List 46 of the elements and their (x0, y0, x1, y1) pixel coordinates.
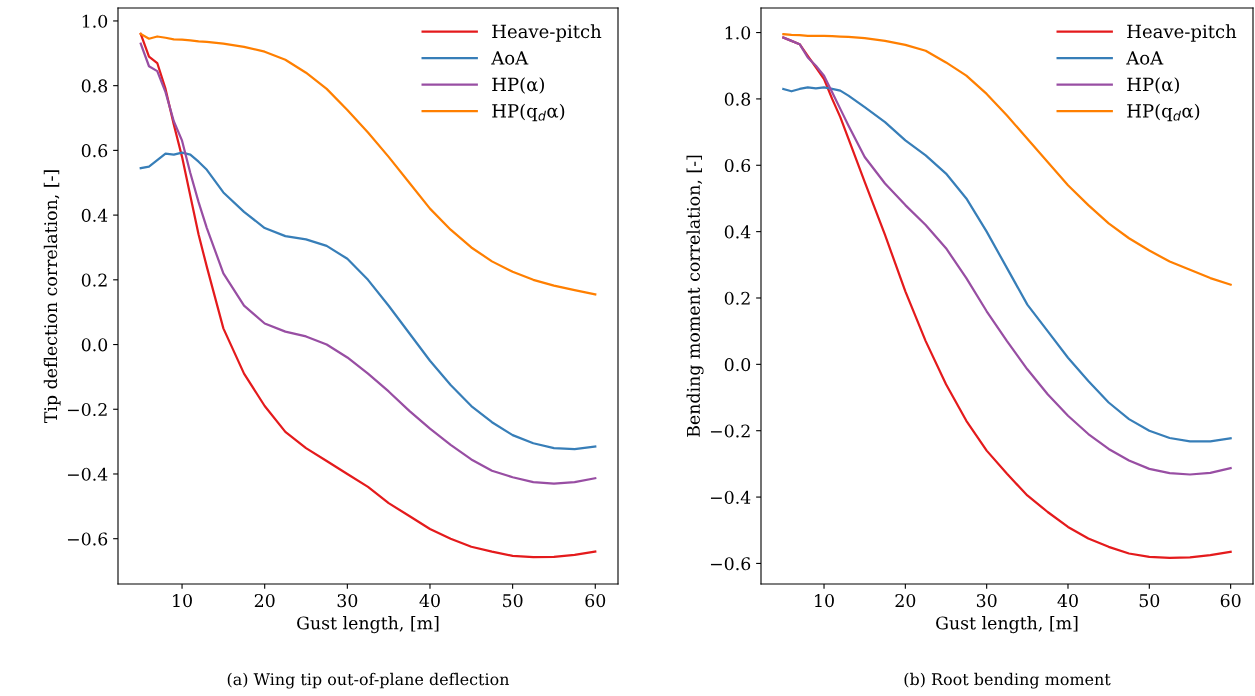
legend-label: HP(α) (492, 77, 544, 94)
x-tick-label: 60 (585, 594, 606, 608)
y-tick-label: 0.8 (81, 79, 108, 93)
x-tick-label: 20 (254, 594, 275, 608)
x-tick-label: 60 (1220, 594, 1241, 608)
legend-label: HP(α) (1127, 77, 1179, 94)
legend-label: AoA (491, 51, 529, 65)
y-tick-label: 0.4 (81, 208, 108, 222)
y-tick-label: 0.0 (724, 358, 751, 372)
y-tick-label: 1.0 (82, 14, 108, 28)
y-tick-label: 0.6 (81, 144, 108, 158)
y-tick-label: 0.8 (724, 92, 751, 106)
y-tick-label: 0.2 (724, 291, 750, 305)
y-tick-label: 0.4 (724, 225, 751, 239)
y-axis-title: Tip deflection correlation, [-] (43, 170, 61, 424)
legend-label: Heave-pitch (492, 24, 602, 42)
y-tick-label: 0.2 (81, 273, 107, 287)
y-tick-label: −0.6 (710, 557, 751, 571)
x-tick-label: 10 (815, 594, 834, 608)
legend-label: Heave-pitch (1127, 24, 1237, 42)
x-tick-label: 50 (503, 594, 523, 608)
y-tick-label: 0.0 (81, 338, 108, 352)
y-tick-label: −0.2 (710, 424, 750, 438)
y-tick-label: −0.4 (710, 490, 751, 504)
x-tick-label: 20 (895, 594, 916, 608)
legend-label: HP(q$_{d}$α) (1127, 103, 1200, 122)
y-tick-label: −0.2 (67, 402, 107, 417)
y-tick-label: 0.6 (724, 158, 751, 173)
x-tick-label: 30 (976, 594, 997, 608)
legend-label: AoA (1126, 51, 1164, 65)
y-tick-label: −0.4 (67, 467, 108, 481)
x-tick-label: 40 (419, 594, 440, 608)
text: (b) Root bending moment (904, 672, 1111, 689)
legend-label: HP(q$_{d}$α) (492, 103, 565, 122)
text: (a) Wing tip out-of-plane deflection (227, 672, 510, 689)
y-axis-title: Bending moment correlation, [-] (686, 155, 704, 437)
x-tick-label: 30 (337, 594, 358, 608)
line-series (139, 42, 597, 485)
line-series (139, 151, 597, 451)
x-tick-label: 40 (1057, 594, 1078, 608)
x-tick-label: 50 (1139, 594, 1160, 608)
x-axis-title: Gust length, [m] (297, 616, 439, 634)
x-tick-label: 10 (173, 594, 192, 608)
x-axis-title: Gust length, [m] (936, 616, 1078, 634)
y-tick-label: 1.0 (725, 26, 751, 40)
y-tick-label: −0.6 (67, 532, 108, 546)
